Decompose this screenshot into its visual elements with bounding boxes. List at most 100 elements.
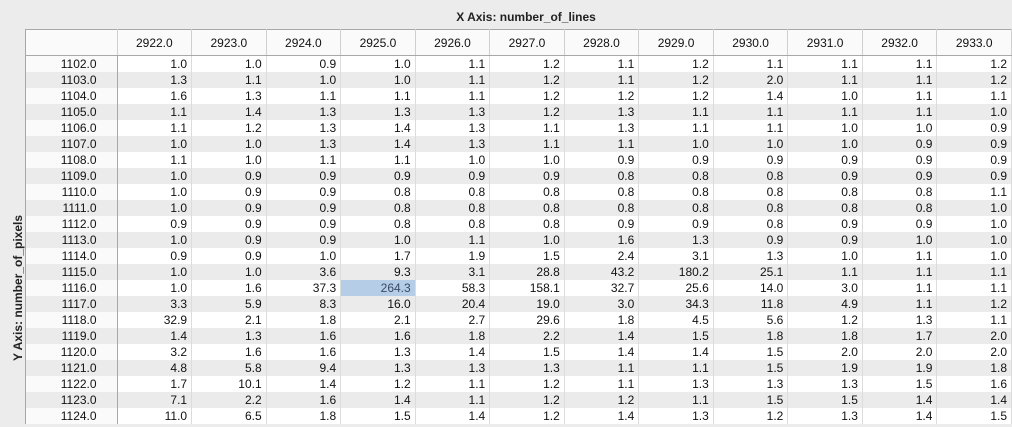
grid-cell[interactable]: 1.2 [489,376,565,392]
grid-cell[interactable]: 1.1 [713,55,789,72]
grid-cell[interactable]: 1.9 [787,360,863,376]
grid-cell[interactable]: 1.6 [340,328,416,344]
grid-cell[interactable]: 1.0 [936,200,1012,216]
grid-cell[interactable]: 0.8 [787,200,863,216]
grid-cell[interactable]: 34.3 [638,296,714,312]
grid-cell[interactable]: 0.8 [415,216,491,232]
grid-cell[interactable]: 1.3 [191,328,267,344]
data-grid-table[interactable]: 2922.0 2923.0 2924.0 2925.0 2926.0 2927.0 2928… [25,29,1012,424]
grid-cell[interactable]: 2.7 [415,312,491,328]
grid-cell[interactable]: 1.8 [266,408,342,424]
grid-cell[interactable]: 1.1 [415,55,491,72]
grid-cell[interactable]: 1.1 [415,72,491,88]
grid-cell[interactable]: 0.9 [713,152,789,168]
grid-cell[interactable]: 1.2 [489,55,565,72]
grid-cell[interactable]: 1.1 [564,376,640,392]
grid-cell[interactable]: 1.5 [638,328,714,344]
grid-cell[interactable]: 1.3 [415,104,491,120]
grid-cell[interactable]: 2.0 [936,328,1012,344]
grid-cell[interactable]: 0.9 [713,232,789,248]
grid-cell[interactable]: 0.8 [340,216,416,232]
grid-cell[interactable]: 1.2 [638,55,714,72]
grid-cell[interactable]: 1.0 [191,136,267,152]
grid-cell[interactable]: 0.9 [862,216,938,232]
grid-cell[interactable]: 1.2 [638,88,714,104]
grid-cell[interactable]: 1.8 [936,360,1012,376]
grid-cell[interactable]: 25.6 [638,280,714,296]
grid-cell[interactable]: 1.4 [564,328,640,344]
grid-cell[interactable]: 1.6 [266,344,342,360]
grid-cell[interactable]: 1.2 [936,72,1012,88]
grid-cell[interactable]: 0.9 [266,55,342,72]
grid-cell[interactable]: 1.1 [936,264,1012,280]
grid-cell[interactable]: 1.2 [713,408,789,424]
grid-cell[interactable]: 0.8 [713,216,789,232]
grid-cell[interactable]: 0.9 [936,120,1012,136]
row-header[interactable]: 1111.0 [25,200,118,216]
grid-cell[interactable]: 1.0 [117,232,193,248]
grid-cell[interactable]: 29.6 [489,312,565,328]
row-header[interactable]: 1121.0 [25,360,118,376]
grid-cell[interactable]: 0.9 [191,168,267,184]
grid-cell[interactable]: 1.0 [415,152,491,168]
grid-cell[interactable]: 7.1 [117,392,193,408]
grid-cell[interactable]: 1.1 [266,152,342,168]
grid-cell[interactable]: 0.8 [862,200,938,216]
grid-cell[interactable]: 0.9 [638,216,714,232]
grid-cell[interactable]: 1.6 [191,344,267,360]
grid-cell[interactable]: 1.4 [713,88,789,104]
grid-cell[interactable]: 0.8 [564,200,640,216]
grid-cell[interactable]: 0.9 [117,248,193,264]
row-header[interactable]: 1112.0 [25,216,118,232]
grid-cell[interactable]: 1.2 [489,72,565,88]
grid-cell[interactable]: 5.6 [713,312,789,328]
grid-cell[interactable]: 1.3 [415,360,491,376]
grid-cell[interactable]: 6.5 [191,408,267,424]
grid-cell[interactable]: 0.8 [862,184,938,200]
grid-cell[interactable]: 1.2 [638,72,714,88]
row-header[interactable]: 1102.0 [25,55,118,72]
grid-cell[interactable]: 0.8 [638,200,714,216]
grid-cell[interactable]: 1.1 [862,248,938,264]
grid-cell[interactable]: 1.0 [117,200,193,216]
grid-cell[interactable]: 1.8 [415,328,491,344]
grid-cell[interactable]: 2.2 [191,392,267,408]
row-header[interactable]: 1106.0 [25,120,118,136]
grid-cell[interactable]: 1.3 [787,408,863,424]
grid-cell[interactable]: 11.8 [713,296,789,312]
grid-cell[interactable]: 1.4 [117,328,193,344]
grid-cell[interactable]: 1.1 [787,55,863,72]
grid-cell[interactable]: 1.1 [862,72,938,88]
grid-cell[interactable]: 1.0 [489,152,565,168]
grid-cell[interactable]: 1.5 [489,344,565,360]
grid-cell[interactable]: 1.1 [564,136,640,152]
grid-cell[interactable]: 3.1 [638,248,714,264]
grid-cell[interactable]: 0.9 [564,216,640,232]
grid-cell[interactable]: 1.1 [936,312,1012,328]
grid-cell[interactable]: 0.9 [191,232,267,248]
grid-cell[interactable]: 1.1 [266,88,342,104]
grid-cell[interactable]: 9.3 [340,264,416,280]
grid-cell[interactable]: 2.0 [787,344,863,360]
grid-cell[interactable]: 0.9 [266,168,342,184]
grid-cell[interactable]: 0.8 [713,200,789,216]
grid-cell[interactable]: 0.8 [787,184,863,200]
grid-cell[interactable]: 1.0 [787,88,863,104]
grid-cell[interactable]: 1.2 [489,408,565,424]
grid-cell[interactable]: 28.8 [489,264,565,280]
grid-cell[interactable]: 10.1 [191,376,267,392]
grid-cell[interactable]: 1.1 [862,296,938,312]
grid-cell[interactable]: 0.9 [266,216,342,232]
column-header[interactable]: 2933.0 [936,29,1012,56]
row-header[interactable]: 1109.0 [25,168,118,184]
grid-cell[interactable]: 0.9 [191,248,267,264]
grid-cell[interactable]: 1.2 [191,120,267,136]
row-header[interactable]: 1103.0 [25,72,118,88]
grid-cell[interactable]: 1.1 [862,104,938,120]
grid-cell[interactable]: 158.1 [489,280,565,296]
grid-cell[interactable]: 1.6 [117,88,193,104]
grid-cell[interactable]: 4.5 [638,312,714,328]
grid-cell[interactable]: 1.0 [862,120,938,136]
grid-cell[interactable]: 0.9 [862,136,938,152]
grid-cell[interactable]: 1.1 [787,104,863,120]
